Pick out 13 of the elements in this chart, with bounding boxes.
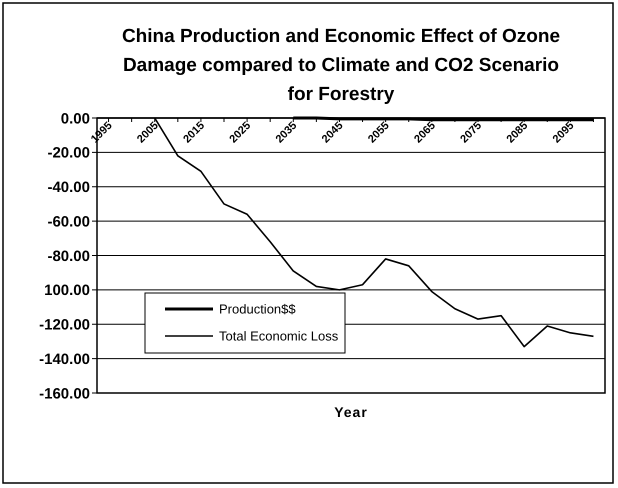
y-tick-label: -20.00 [47, 144, 90, 162]
y-tick-label: -80.00 [47, 248, 90, 265]
legend-label: Production$$ [219, 302, 296, 317]
y-tick-label: -120.00 [39, 316, 90, 334]
y-tick-label: 0.00 [60, 110, 90, 128]
legend-label: Total Economic Loss [219, 328, 339, 344]
y-tick-label: -140.00 [39, 350, 90, 368]
y-tick-label: -40.00 [47, 179, 90, 196]
y-tick-label: -60.00 [47, 213, 90, 230]
y-tick-label: -160.00 [39, 385, 90, 402]
x-axis-title: Year [334, 404, 368, 420]
y-tick-label: 100.00 [44, 282, 90, 300]
chart-title: China Production and Economic Effect of Ozone Damage compared to Climate and CO2 Scenario for Forestry [122, 26, 560, 105]
